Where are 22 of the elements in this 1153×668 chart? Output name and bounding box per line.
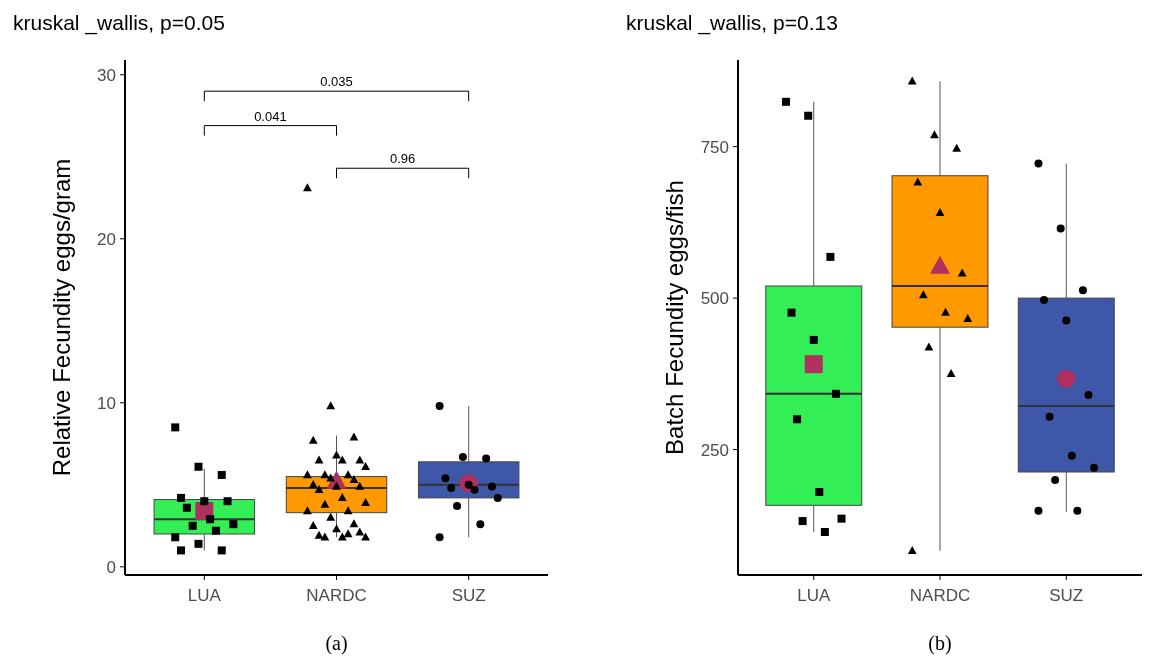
y-tick-label: 750 [700,137,729,157]
x-tick-label: SUZ [451,586,486,605]
x-tick-label: SUZ [1049,586,1084,605]
chart-title: kruskal _wallis, p=0.13 [626,11,838,35]
annotation: 0.035 [320,74,353,90]
x-tick-label: NARDC [909,586,971,605]
y-tick-label: 500 [700,289,729,309]
text: (a) [325,632,348,655]
y-axis-title: Batch Fecundity eggs/fish [661,180,688,455]
chart-title: kruskal _wallis, p=0.05 [13,11,225,35]
x-tick-label: LUA [797,586,831,605]
annotation: 0.96 [389,151,416,167]
y-axis-title: Relative Fecundity eggs/gram [48,158,75,477]
y-tick-label: 20 [97,229,116,249]
y-tick-label: 10 [97,393,116,413]
text: (b) [928,632,952,655]
y-tick-label: 30 [97,65,116,85]
x-tick-label: LUA [187,586,222,605]
annotation: 0.041 [254,108,287,124]
y-tick-label: 0 [106,557,116,577]
x-tick-label: NARDC [306,586,367,605]
y-tick-label: 250 [700,440,729,460]
